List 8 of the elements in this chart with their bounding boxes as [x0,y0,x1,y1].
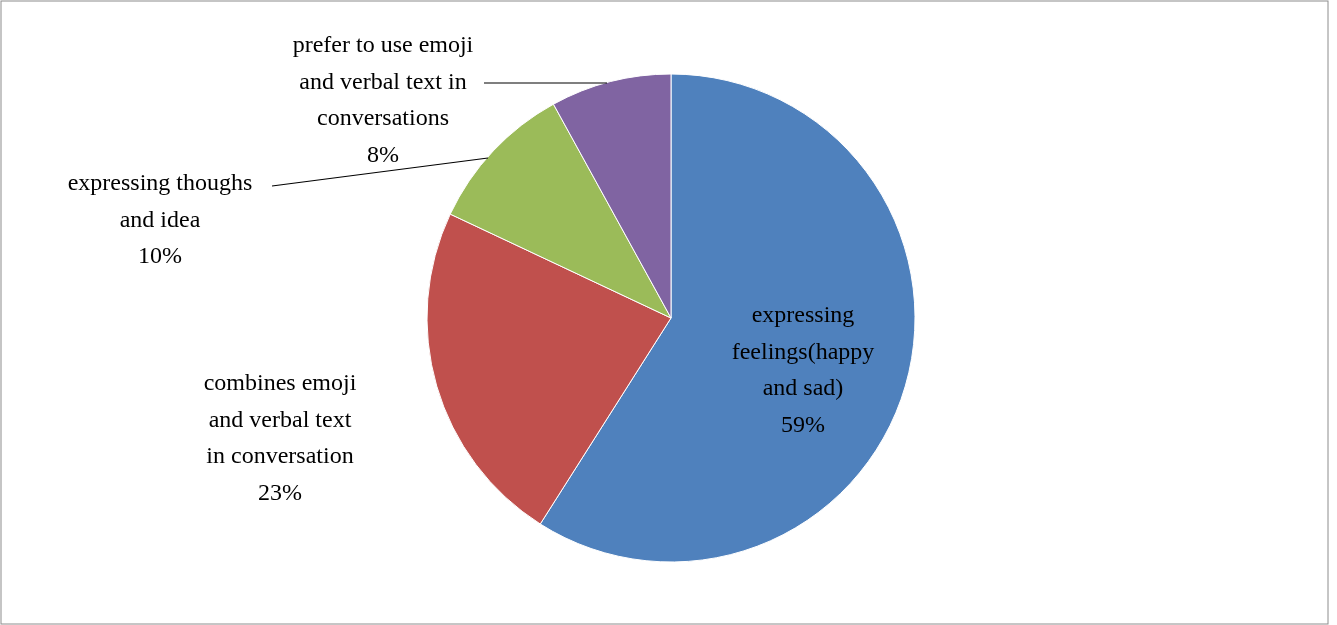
data-label: 8% [367,140,399,167]
data-label: 23% [258,478,302,505]
slice-label: expressing thoughs and idea [67,169,253,232]
data-label: 59% [781,410,825,437]
slice-label: expressing feelings(happy and sad) [731,301,875,400]
slice-label: combines emoji and verbal text in conversation [203,369,357,468]
data-label: 10% [138,242,182,268]
slice-label: prefer to use emoji and verbal text in conversations [292,31,474,130]
